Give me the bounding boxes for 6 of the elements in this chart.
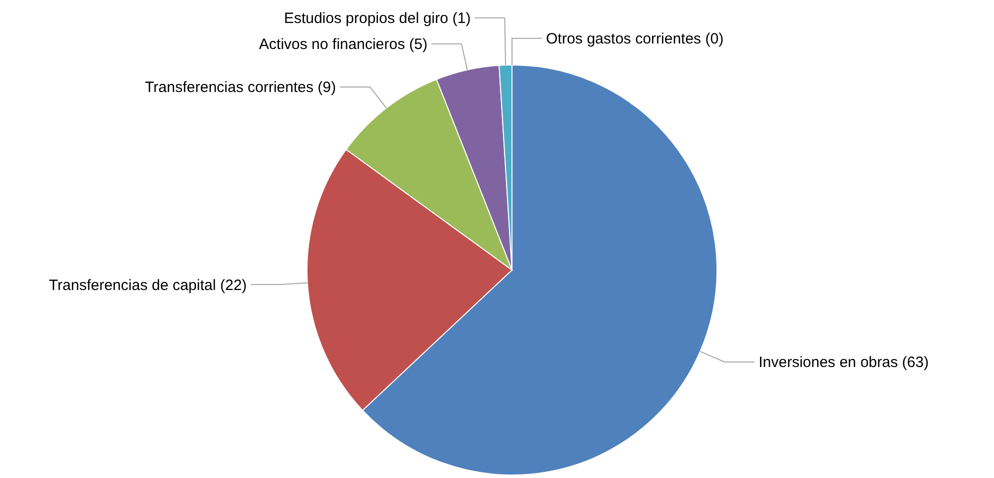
slice-label: Activos no financieros (5)	[259, 36, 428, 54]
slice-label: Inversiones en obras (63)	[758, 354, 929, 372]
category-label: Otros gastos corrientes (0)	[546, 30, 724, 48]
slice-label: Estudios propios del giro (1)	[284, 10, 471, 28]
slice-label: Transferencias de capital (22)	[48, 276, 247, 294]
slice-label: Transferencias corrientes (9)	[144, 79, 336, 96]
